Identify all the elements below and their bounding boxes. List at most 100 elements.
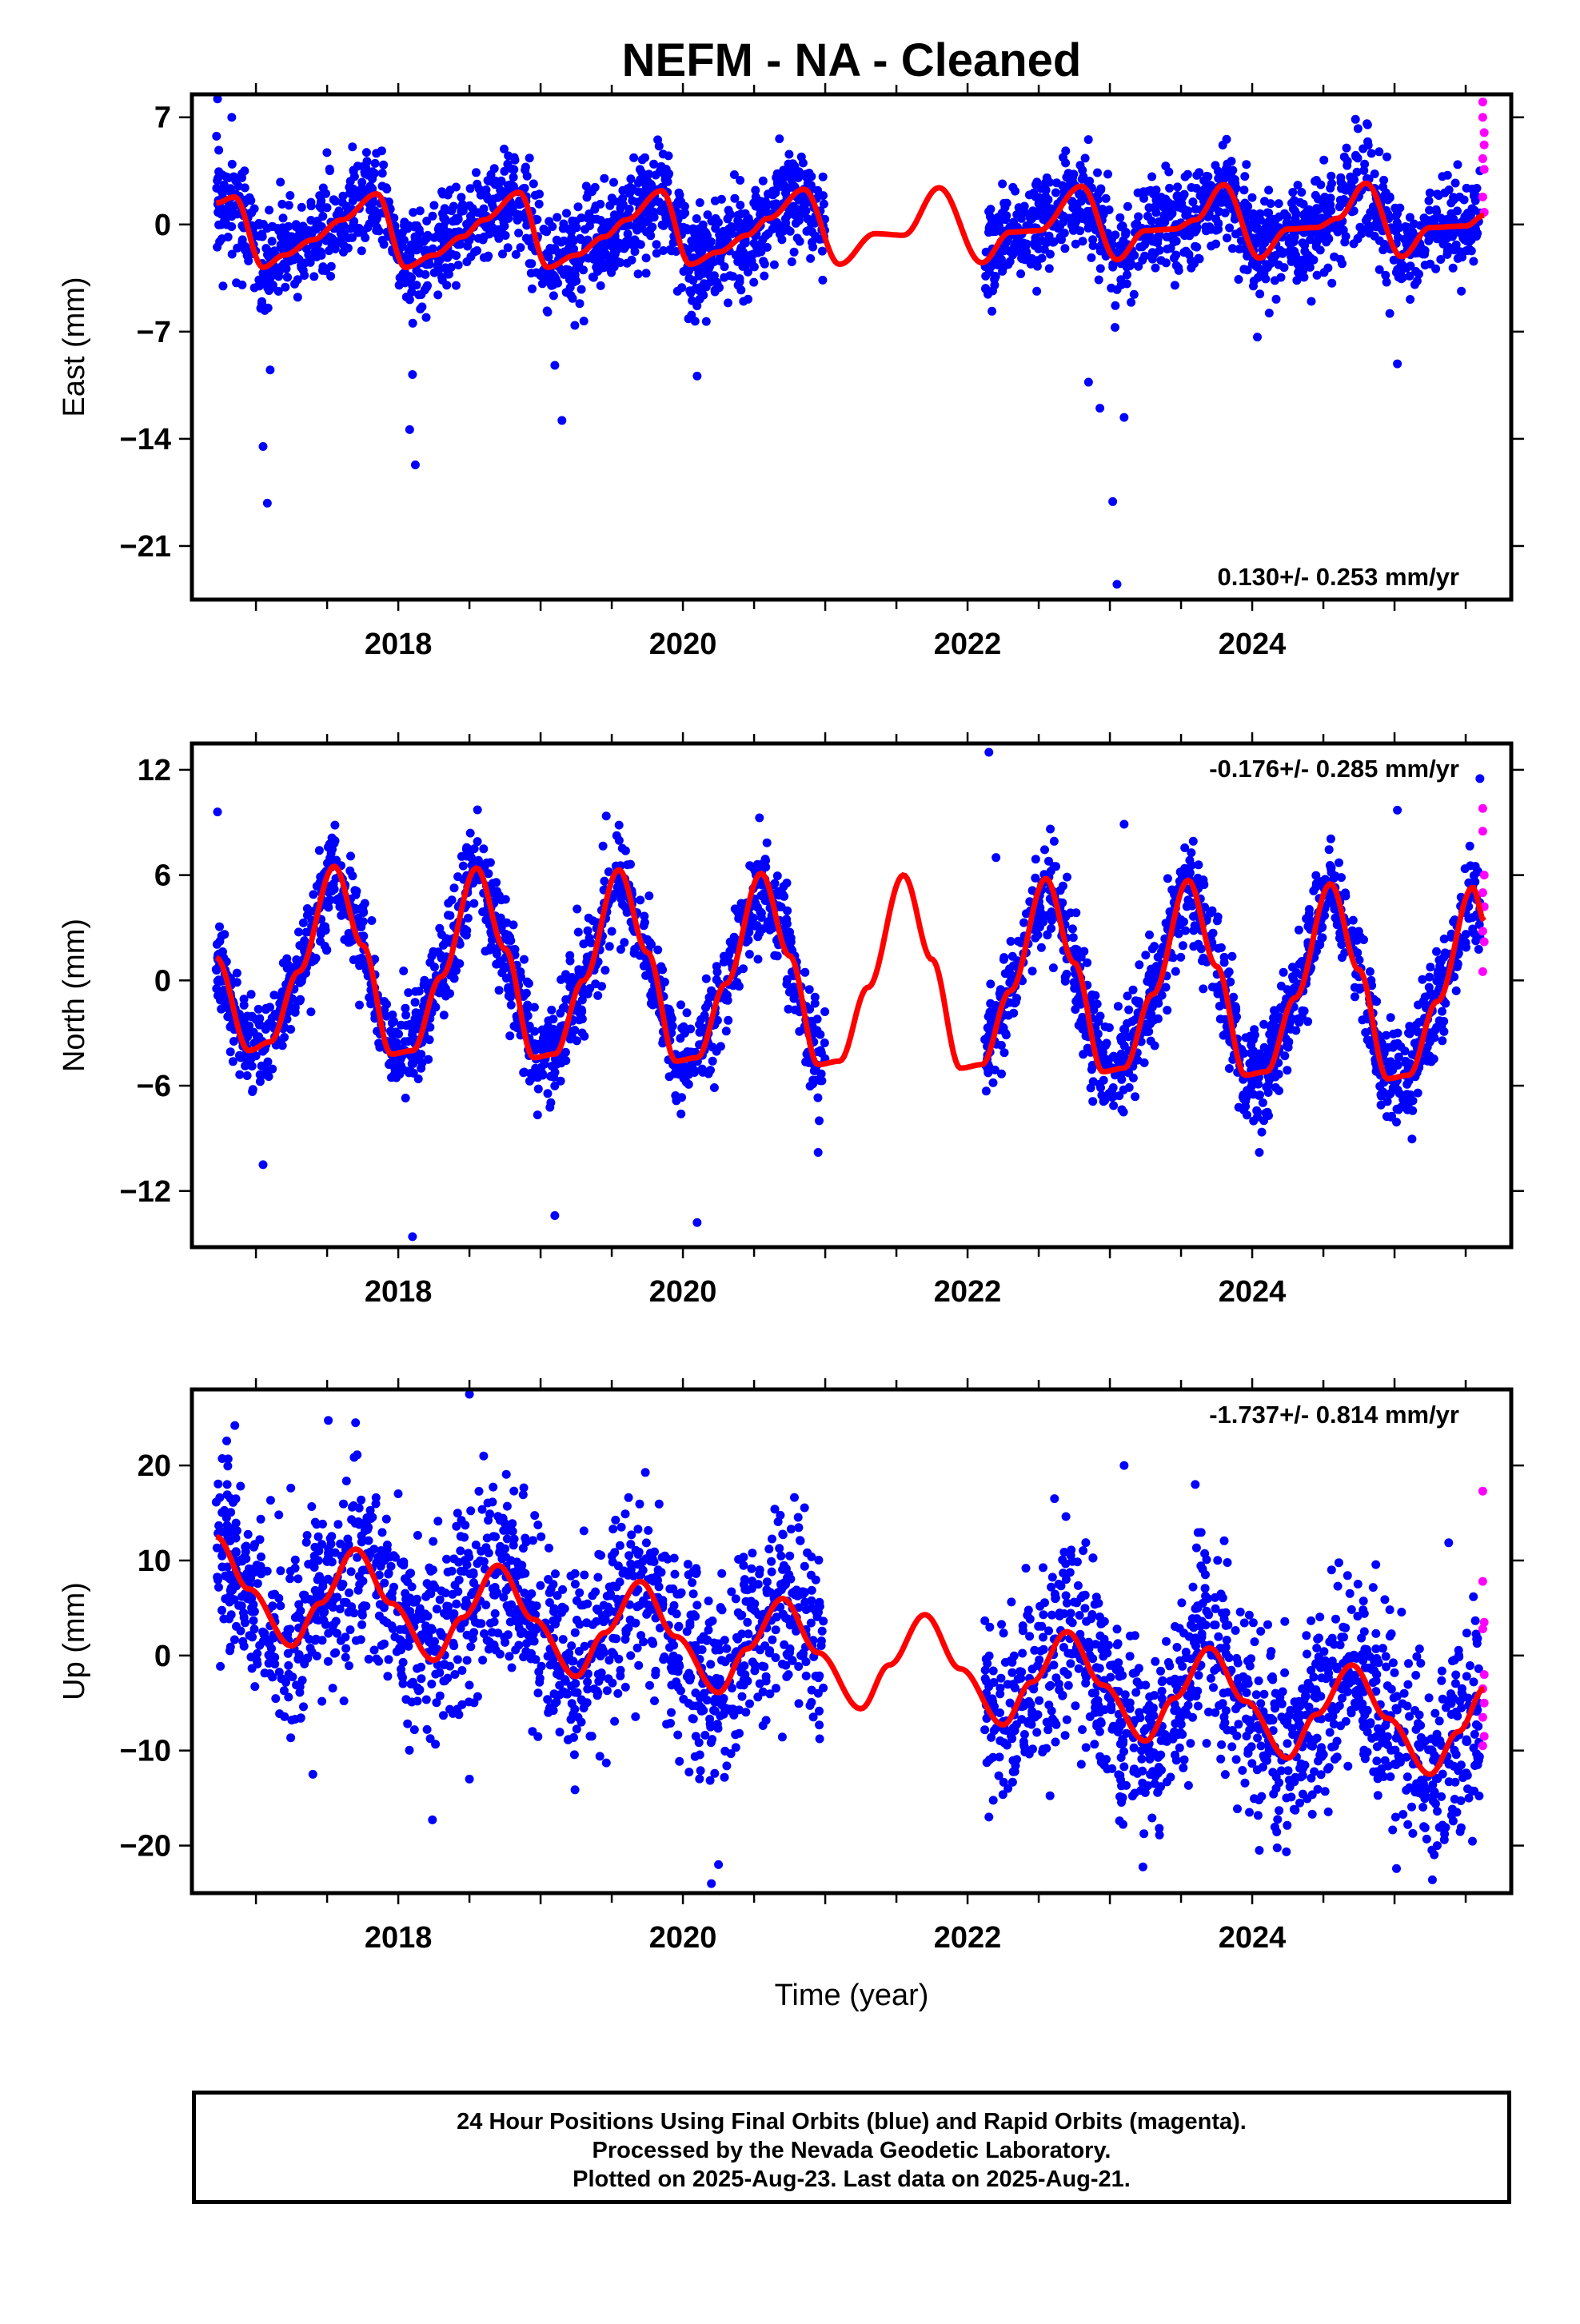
data-point-final: [736, 209, 745, 218]
data-point-final: [1035, 199, 1043, 208]
data-point-final: [1115, 213, 1124, 222]
data-point-final: [684, 314, 693, 323]
data-point-final: [1211, 240, 1220, 249]
data-point-final: [1300, 247, 1309, 256]
data-point-final: [515, 200, 524, 209]
data-point-final: [295, 255, 304, 264]
data-point-final: [1151, 264, 1160, 273]
data-point-final: [1199, 176, 1208, 185]
data-point-final: [1258, 1128, 1267, 1137]
data-point-final: [660, 978, 669, 987]
data-point-final: [807, 219, 816, 228]
y-tick-label: 7: [154, 102, 171, 135]
data-point-final: [568, 217, 577, 225]
data-point-final: [1469, 257, 1478, 265]
data-point-final: [1163, 1006, 1171, 1015]
data-point-final: [1192, 171, 1201, 180]
y-tick-label: −7: [137, 316, 171, 349]
data-point-final: [784, 150, 793, 159]
data-point-final: [1452, 987, 1461, 995]
data-point-final: [297, 203, 306, 212]
data-point-final: [1366, 208, 1375, 217]
data-point-final: [820, 1007, 829, 1016]
data-point-final: [1185, 231, 1194, 240]
data-point-final: [1149, 971, 1158, 979]
data-point-final: [808, 243, 817, 252]
data-point-final: [599, 842, 608, 851]
data-point-final: [303, 904, 312, 913]
data-point-final: [626, 174, 635, 183]
data-point-final: [808, 1076, 817, 1085]
data-point-final: [1243, 265, 1252, 274]
data-point-final: [1311, 206, 1319, 215]
data-point-final: [608, 242, 616, 251]
data-point-final: [724, 996, 732, 1005]
data-point-final: [527, 269, 536, 277]
data-point-final: [255, 221, 264, 229]
data-point-final: [226, 1022, 235, 1031]
data-point-final: [765, 926, 774, 935]
data-point-final: [797, 153, 806, 161]
data-point-final: [408, 370, 417, 379]
data-point-final: [306, 1007, 315, 1016]
data-point-final: [425, 959, 434, 967]
data-point-final: [1095, 276, 1103, 285]
data-point-final: [752, 921, 761, 930]
data-point-final: [283, 273, 292, 281]
data-point-final: [1176, 953, 1185, 962]
data-point-final: [585, 914, 593, 923]
data-point-final: [757, 909, 766, 918]
data-point-final: [636, 188, 645, 197]
data-point-final: [1175, 266, 1183, 275]
data-point-final: [1096, 264, 1105, 273]
data-point-final: [1084, 378, 1093, 387]
data-point-final: [1425, 197, 1434, 205]
data-point-final: [553, 213, 561, 221]
data-point-final: [550, 361, 559, 369]
data-point-final: [315, 846, 324, 855]
data-point-final: [429, 212, 437, 221]
data-point-final: [345, 189, 354, 197]
data-point-final: [591, 247, 600, 256]
data-point-final: [359, 907, 368, 915]
data-point-final: [570, 321, 579, 330]
data-point-final: [391, 1065, 400, 1074]
data-point-final: [1197, 944, 1206, 953]
data-point-final: [1111, 323, 1119, 332]
data-point-final: [1371, 169, 1379, 178]
data-point-final: [1267, 259, 1275, 268]
data-point-final: [317, 928, 325, 937]
data-point-final: [591, 183, 600, 192]
data-point-final: [265, 205, 273, 214]
data-point-final: [716, 255, 724, 264]
data-point-final: [1162, 983, 1171, 992]
data-point-final: [675, 189, 684, 197]
data-point-final: [1102, 194, 1111, 203]
chart-title: NEFM - NA - Cleaned: [0, 34, 1580, 87]
data-point-final: [464, 914, 473, 923]
data-point-final: [257, 297, 266, 306]
data-point-final: [1291, 251, 1300, 260]
data-point-final: [504, 931, 513, 939]
data-point-final: [672, 1065, 681, 1074]
data-point-final: [615, 821, 624, 830]
data-point-final: [325, 165, 334, 173]
data-point-final: [1078, 175, 1087, 184]
data-point-final: [566, 283, 575, 292]
data-point-final: [380, 240, 389, 249]
data-point-final: [1260, 197, 1269, 205]
data-point-final: [379, 161, 388, 169]
data-point-final: [232, 278, 241, 287]
data-point-final: [1426, 963, 1434, 971]
data-point-final: [986, 979, 995, 988]
data-point-final: [418, 1058, 427, 1067]
data-point-final: [317, 204, 325, 213]
data-point-final: [514, 229, 523, 237]
data-point-final: [782, 169, 791, 177]
data-point-final: [680, 267, 688, 276]
data-point-final: [1008, 250, 1017, 259]
data-point-final: [1313, 271, 1322, 280]
data-point-final: [276, 177, 285, 186]
data-point-final: [1041, 178, 1050, 187]
data-point-final: [1386, 309, 1394, 318]
